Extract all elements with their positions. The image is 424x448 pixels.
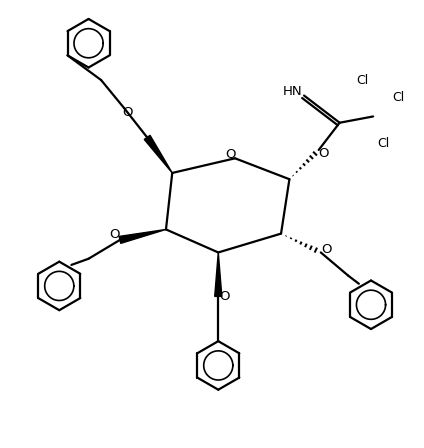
Text: O: O <box>318 147 329 160</box>
Text: O: O <box>219 290 230 303</box>
Polygon shape <box>215 253 222 297</box>
Text: HN: HN <box>282 85 302 98</box>
Text: O: O <box>321 243 332 256</box>
Polygon shape <box>119 229 166 243</box>
Text: Cl: Cl <box>392 91 404 104</box>
Text: Cl: Cl <box>357 74 369 87</box>
Text: Cl: Cl <box>377 137 390 150</box>
Text: O: O <box>109 228 120 241</box>
Polygon shape <box>144 135 172 173</box>
Text: O: O <box>226 148 236 161</box>
Text: O: O <box>122 106 133 119</box>
